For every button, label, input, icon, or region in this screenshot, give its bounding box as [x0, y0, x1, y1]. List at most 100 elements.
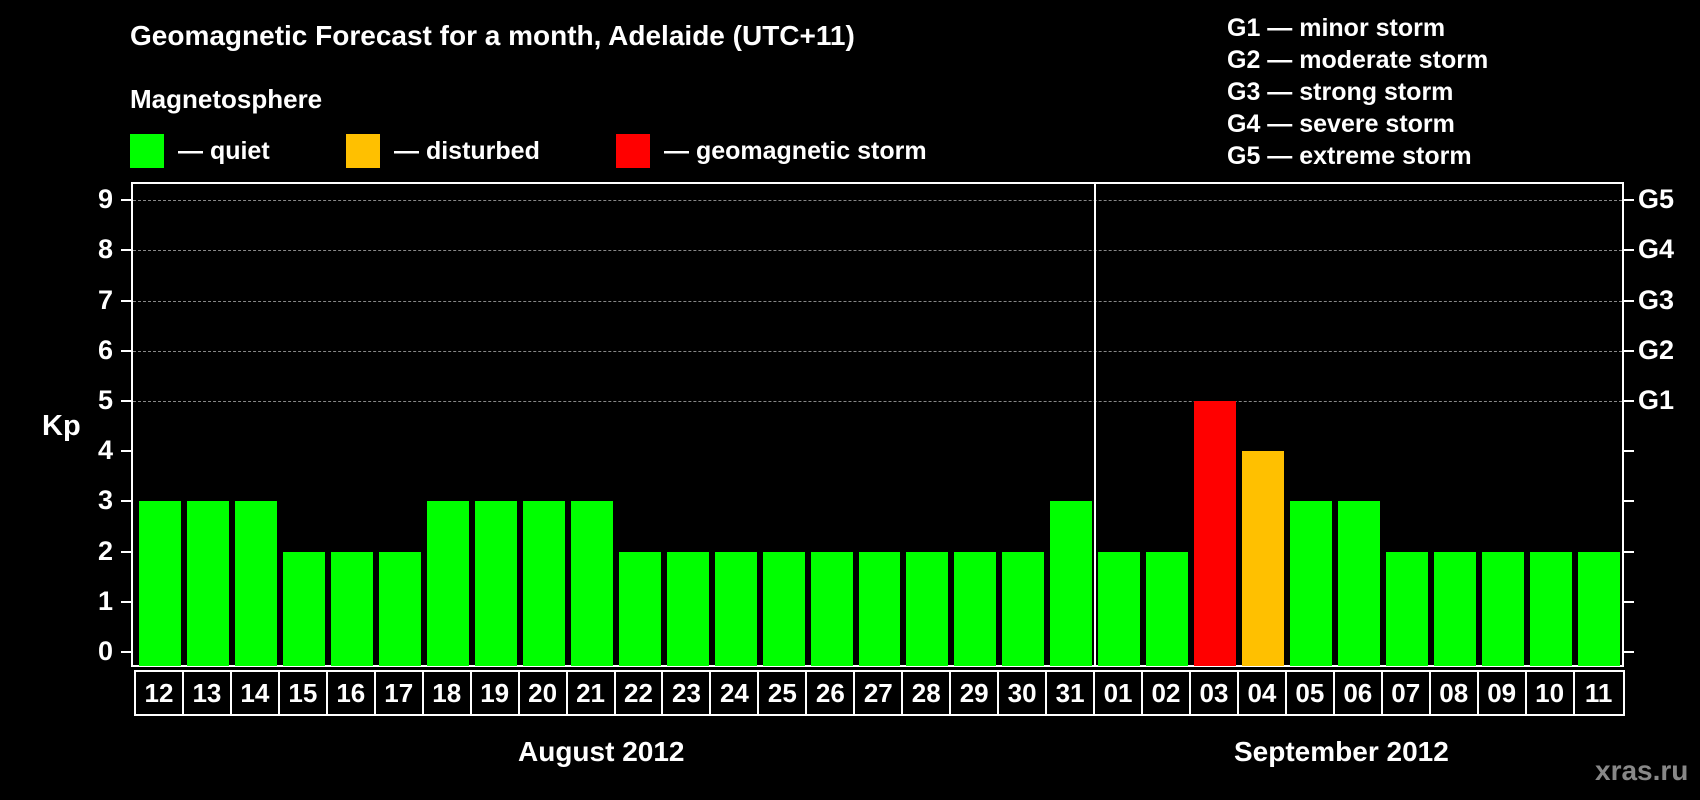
g1-legend: G1 — minor storm [1227, 14, 1446, 42]
day-label: 08 [1431, 672, 1479, 714]
y-tick-right [1624, 450, 1634, 453]
day-label: 28 [903, 672, 952, 714]
g-scale-label: G4 [1638, 234, 1675, 265]
day-label: 25 [759, 672, 808, 714]
g4-legend: G4 — severe storm [1227, 110, 1455, 138]
day-label: 02 [1143, 672, 1191, 714]
day-label: 16 [328, 672, 376, 714]
day-label: 03 [1191, 672, 1239, 714]
y-tick-label: 7 [97, 284, 113, 315]
day-label: 14 [232, 672, 280, 714]
y-axis-label: Kp [42, 410, 81, 442]
g-scale-label: G5 [1638, 184, 1675, 215]
y-tick-label: 5 [97, 385, 113, 415]
y-tick-label: 1 [97, 585, 113, 616]
quiet-swatch [130, 134, 164, 168]
legend-label: — quiet [178, 136, 270, 165]
gridline [133, 300, 1622, 302]
day-label: 07 [1383, 672, 1431, 714]
kp-bar-05 [1290, 501, 1333, 666]
y-tick-label: 6 [97, 334, 113, 365]
day-label: 24 [711, 672, 760, 714]
kp-bar-08 [1434, 551, 1477, 666]
kp-bar-18 [426, 501, 469, 666]
y-tick [121, 400, 131, 402]
g3-legend: G3 — strong storm [1227, 78, 1454, 106]
storm-swatch [616, 134, 650, 168]
month-label-august: August 2012 [518, 736, 685, 767]
y-tick [121, 199, 131, 202]
y-tick-right [1624, 349, 1634, 352]
day-label: 18 [424, 672, 472, 714]
kp-bar-22 [618, 551, 661, 666]
kp-bar-06 [1338, 501, 1381, 666]
y-tick-label: 2 [97, 535, 113, 566]
day-label: 10 [1527, 672, 1575, 714]
kp-bar-01 [1098, 551, 1141, 666]
month-divider [1094, 182, 1096, 667]
kp-bar-20 [522, 501, 565, 666]
day-label: 19 [472, 672, 520, 714]
y-tick-right [1624, 400, 1634, 402]
gridline [133, 350, 1622, 352]
kp-bar-15 [282, 551, 325, 666]
kp-bar-24 [714, 551, 757, 666]
day-label: 20 [520, 672, 568, 714]
legend-label: — geomagnetic storm [664, 136, 927, 165]
y-tick-right [1624, 249, 1634, 252]
chart-title: Geomagnetic Forecast for a month, Adelai… [130, 20, 855, 51]
day-label: 09 [1479, 672, 1527, 714]
kp-bar-09 [1482, 551, 1525, 666]
y-tick-label: 9 [97, 184, 113, 215]
day-label: 22 [616, 672, 664, 714]
day-label: 15 [280, 672, 328, 714]
legend-label: — disturbed [394, 136, 540, 165]
storm-scale-legend: G1 — minor storm G2 — moderate storm G3 … [1227, 12, 1488, 172]
y-tick [121, 450, 131, 453]
day-label: 27 [855, 672, 904, 714]
y-tick [121, 550, 131, 553]
kp-bar-21 [570, 501, 613, 666]
legend-heading: Magnetosphere [130, 84, 323, 114]
y-tick-label: 8 [97, 234, 113, 265]
kp-bar-27 [858, 551, 901, 666]
kp-bar-12 [139, 501, 181, 666]
y-tick [121, 349, 131, 352]
day-label: 12 [136, 672, 184, 714]
y-tick-right [1624, 600, 1634, 603]
g-scale-label: G2 [1638, 334, 1675, 365]
y-tick-right [1624, 199, 1634, 202]
day-label: 01 [1095, 672, 1144, 714]
day-label: 21 [568, 672, 616, 714]
y-tick-label: 4 [97, 435, 113, 466]
kp-bar-10 [1530, 551, 1573, 666]
day-axis: 12 13 14 15 16 17 18 19 20 21 22 23 24 25 26 27 28 29 30 31… [134, 670, 1625, 716]
disturbed-swatch [346, 134, 380, 168]
kp-bar-23 [666, 551, 709, 666]
y-tick [121, 600, 131, 603]
kp-bar-28 [906, 551, 949, 666]
kp-bar-30 [1002, 551, 1045, 666]
legend-storm: — geomagnetic storm [616, 134, 927, 168]
legend-disturbed: — disturbed [346, 134, 540, 168]
kp-bar-13 [186, 501, 229, 666]
day-label: 13 [184, 672, 232, 714]
day-label: 11 [1584, 678, 1613, 708]
kp-bar-31 [1050, 501, 1093, 666]
day-label: 04 [1239, 672, 1287, 714]
y-tick-right [1624, 500, 1634, 503]
day-label: 23 [663, 672, 712, 714]
kp-bar-14 [234, 501, 277, 666]
y-tick-right [1624, 550, 1634, 553]
day-label: 05 [1287, 672, 1335, 714]
y-tick [121, 651, 131, 653]
kp-bar-19 [474, 501, 517, 666]
y-tick-label: 0 [97, 636, 113, 666]
kp-bar-02 [1146, 551, 1189, 666]
y-tick [121, 299, 131, 302]
kp-bar-16 [330, 551, 373, 666]
g2-legend: G2 — moderate storm [1227, 46, 1489, 74]
day-label: 31 [1047, 672, 1096, 714]
plot-area [131, 182, 1624, 667]
legend-quiet: — quiet [130, 134, 270, 168]
